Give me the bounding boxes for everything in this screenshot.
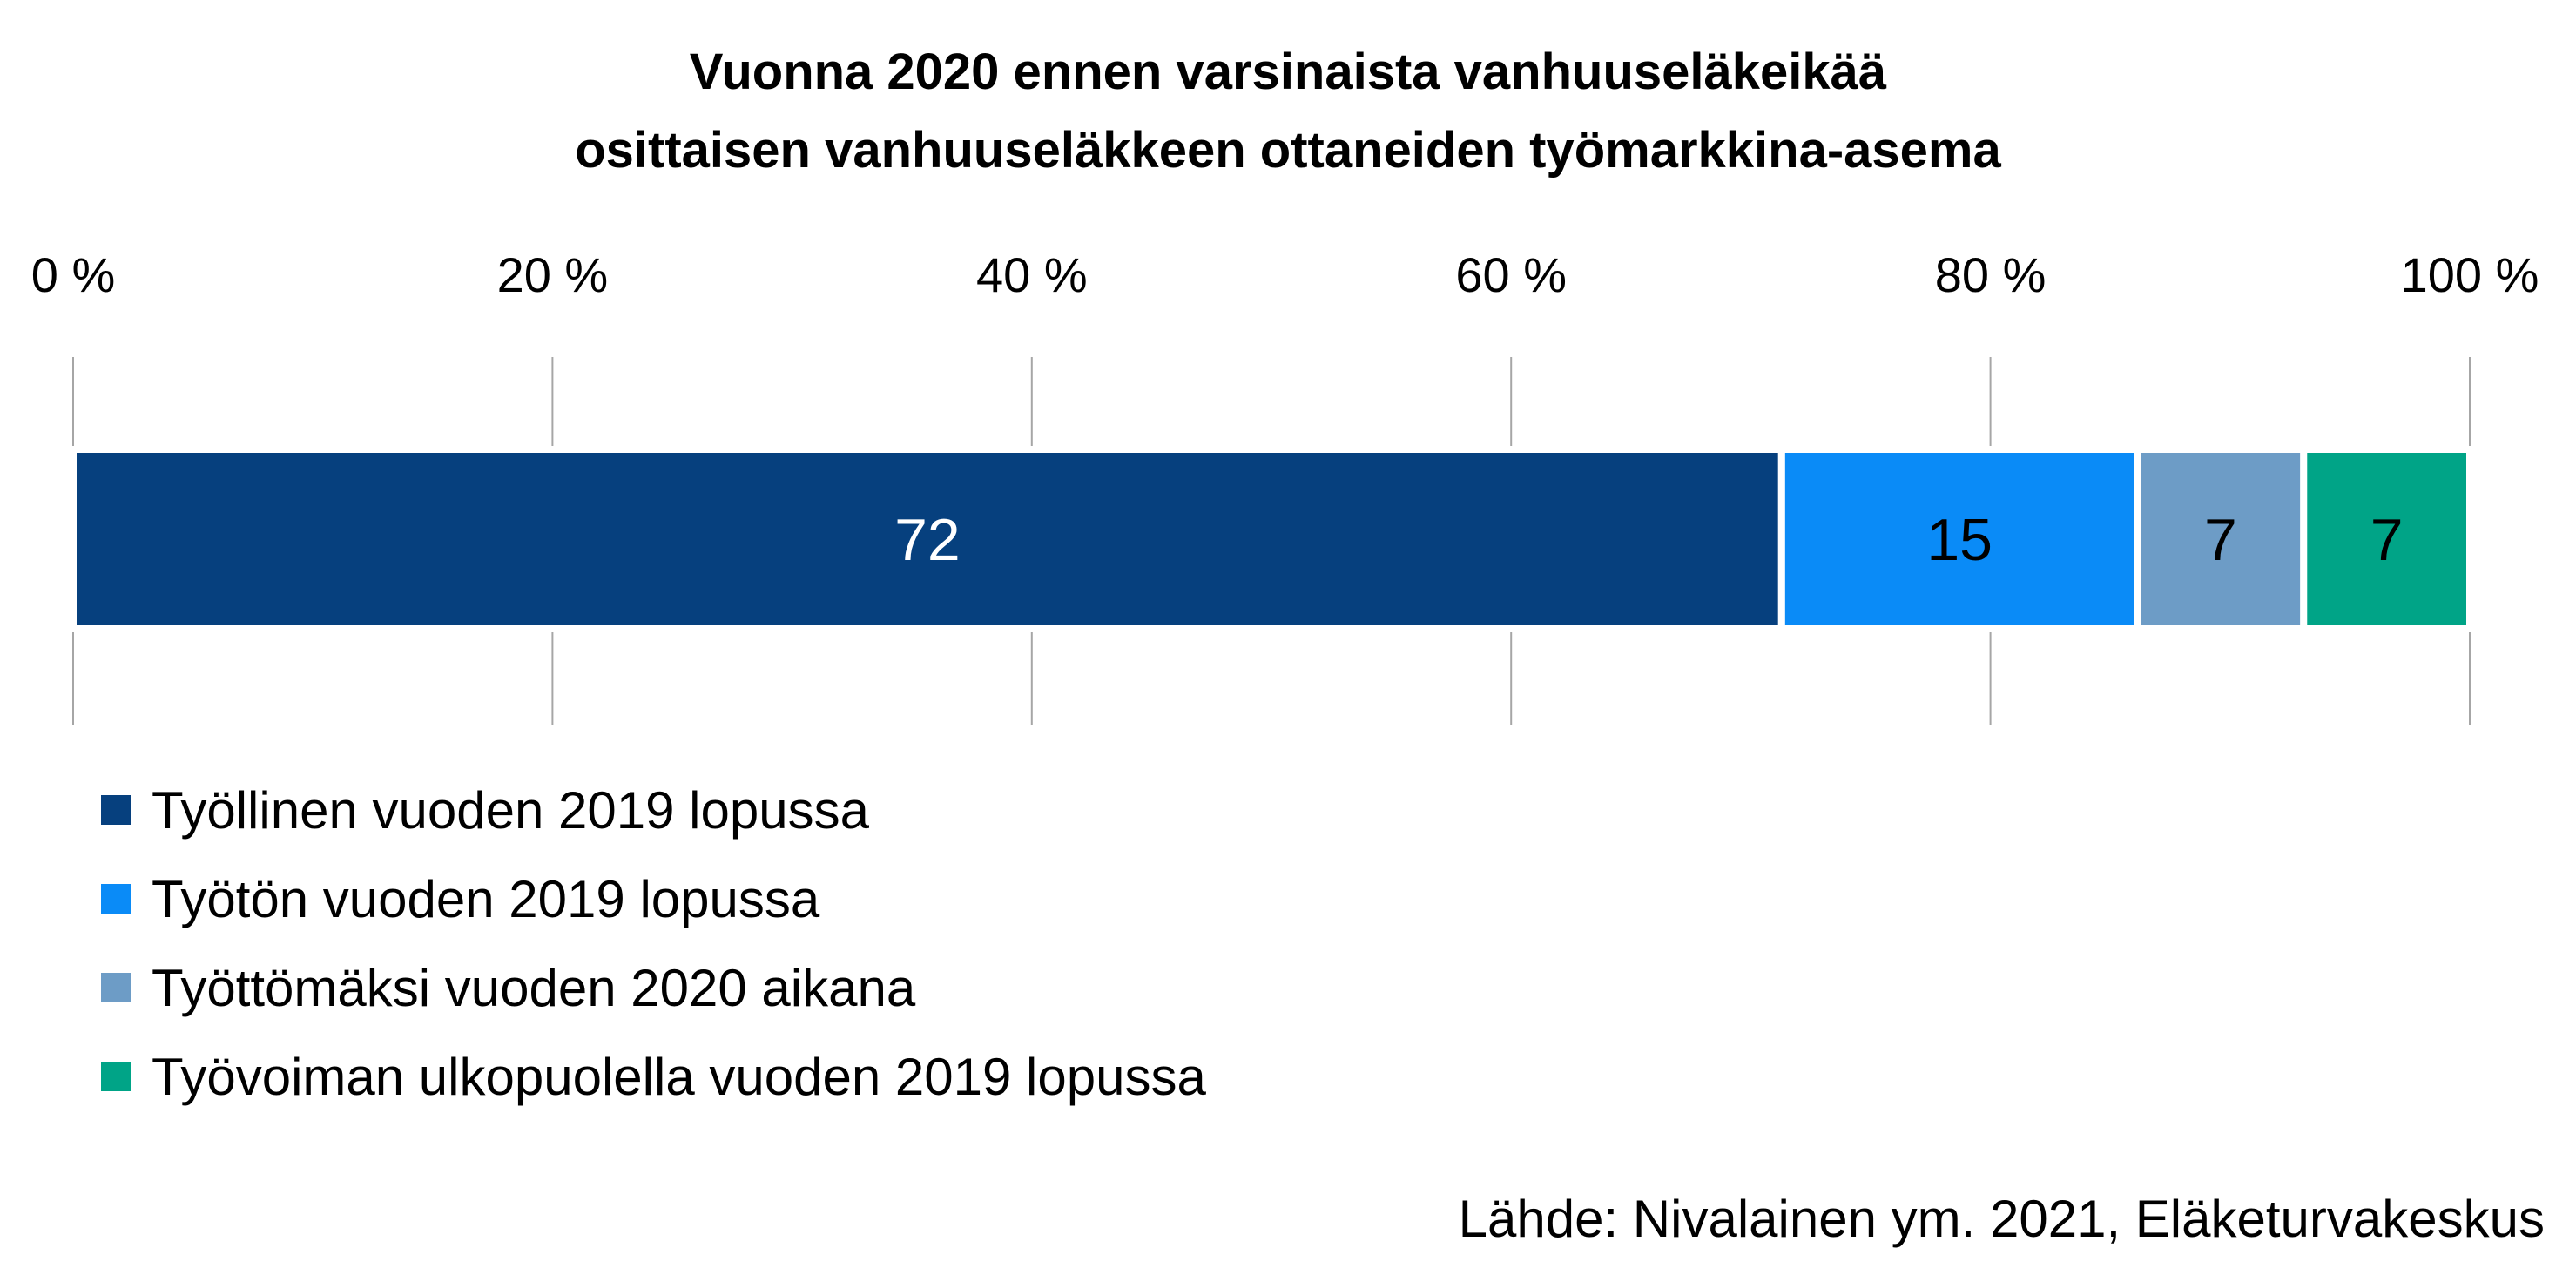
source-note: Lähde: Nivalainen ym. 2021, Eläketurvake… [1459, 1190, 2545, 1248]
x-tick-label: 0 % [31, 247, 116, 302]
data-label: 7 [2204, 507, 2237, 573]
data-label: 72 [894, 507, 961, 573]
x-tick-label: 80 % [1935, 247, 2047, 302]
x-tick-label: 20 % [497, 247, 609, 302]
x-tick-label: 40 % [976, 247, 1088, 302]
legend-label: Työttömäksi vuoden 2020 aikana [152, 959, 916, 1017]
legend-swatch [101, 795, 131, 825]
legend-swatch [101, 973, 131, 1002]
legend-swatch [101, 884, 131, 914]
legend-label: Työtön vuoden 2019 lopussa [152, 870, 820, 928]
x-axis-tick-labels: 0 % 20 % 40 % 60 % 80 % 100 % [31, 247, 2539, 302]
bar-segments: 72 15 7 7 [70, 446, 2473, 632]
legend-label: Työllinen vuoden 2019 lopussa [152, 781, 870, 840]
bar-segment [70, 446, 1785, 632]
chart-title-line-1: Vuonna 2020 ennen varsinaista vanhuuselä… [690, 44, 1887, 100]
x-tick-label: 100 % [2401, 247, 2539, 302]
legend-swatch [101, 1062, 131, 1091]
legend-label: Työvoiman ulkopuolella vuoden 2019 lopus… [152, 1048, 1206, 1106]
x-tick-label: 60 % [1455, 247, 1567, 302]
legend: Työllinen vuoden 2019 lopussa Työtön vuod… [101, 781, 1206, 1106]
data-label: 15 [1926, 507, 1993, 573]
bar-segment [2300, 446, 2473, 632]
chart-title-line-2: osittaisen vanhuuseläkkeen ottaneiden ty… [575, 122, 2001, 179]
data-label: 7 [2370, 507, 2404, 573]
